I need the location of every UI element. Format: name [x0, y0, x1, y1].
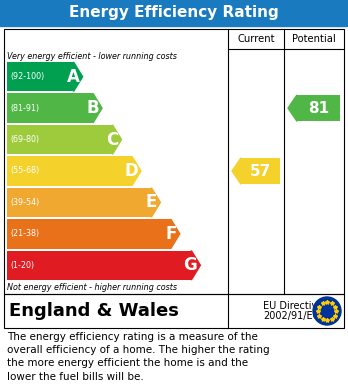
Text: F: F	[165, 225, 177, 243]
Bar	[7, 62, 73, 91]
Bar	[0, 0, 348, 26]
Text: B: B	[86, 99, 99, 117]
Bar	[7, 219, 171, 249]
Text: D: D	[124, 162, 138, 180]
Text: EU Directive: EU Directive	[263, 301, 323, 311]
Text: England & Wales: England & Wales	[9, 302, 179, 320]
Text: (81-91): (81-91)	[10, 104, 39, 113]
Polygon shape	[112, 125, 121, 154]
Bar	[241, 158, 280, 184]
Text: Energy Efficiency Rating: Energy Efficiency Rating	[69, 5, 279, 20]
Polygon shape	[151, 188, 160, 217]
Text: (69-80): (69-80)	[10, 135, 39, 144]
Text: Potential: Potential	[292, 34, 336, 44]
Bar	[7, 93, 93, 123]
Polygon shape	[191, 251, 200, 280]
Polygon shape	[132, 156, 141, 186]
Text: Not energy efficient - higher running costs: Not energy efficient - higher running co…	[7, 283, 177, 292]
Text: (21-38): (21-38)	[10, 230, 39, 239]
Polygon shape	[232, 158, 241, 184]
Text: C: C	[106, 131, 118, 149]
Text: (55-68): (55-68)	[10, 167, 39, 176]
Text: (39-54): (39-54)	[10, 198, 39, 207]
Text: The energy efficiency rating is a measure of the
overall efficiency of a home. T: The energy efficiency rating is a measur…	[7, 332, 270, 382]
Bar	[297, 95, 340, 121]
Bar	[7, 125, 112, 154]
Text: G: G	[184, 256, 197, 274]
Bar	[7, 156, 132, 186]
Text: (92-100): (92-100)	[10, 72, 44, 81]
Text: 81: 81	[308, 100, 329, 116]
Bar	[7, 188, 151, 217]
Bar	[4, 29, 344, 294]
Polygon shape	[171, 219, 180, 249]
Text: (1-20): (1-20)	[10, 261, 34, 270]
Text: A: A	[67, 68, 80, 86]
Bar	[7, 251, 191, 280]
Polygon shape	[93, 93, 102, 123]
Text: 2002/91/EC: 2002/91/EC	[263, 311, 319, 321]
Text: Current: Current	[237, 34, 275, 44]
Text: 57: 57	[250, 163, 271, 179]
Text: Very energy efficient - lower running costs: Very energy efficient - lower running co…	[7, 52, 177, 61]
Circle shape	[313, 297, 341, 325]
Polygon shape	[288, 95, 297, 121]
Polygon shape	[73, 62, 82, 91]
Bar	[4, 294, 344, 328]
Text: E: E	[146, 194, 157, 212]
